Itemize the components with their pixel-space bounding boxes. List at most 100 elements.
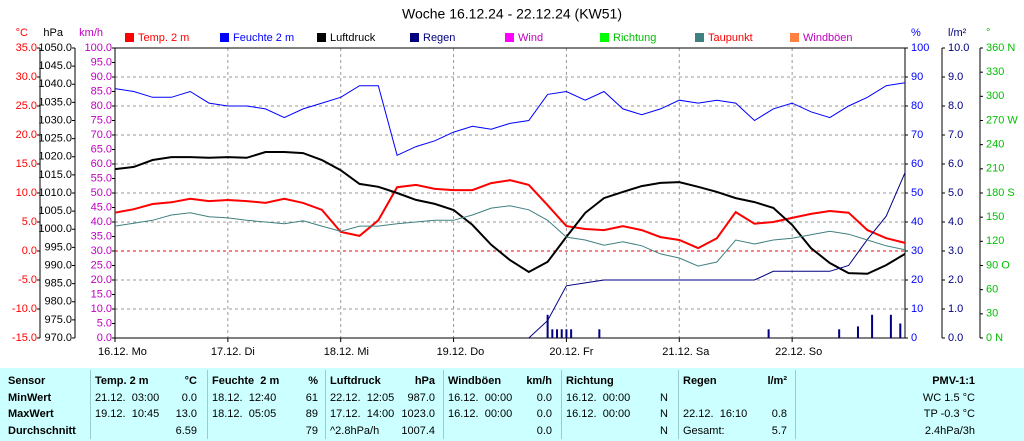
y-tick-label: 35.0 bbox=[91, 230, 112, 242]
y-tick-label: 300 bbox=[986, 90, 1004, 102]
table-cell: 61 bbox=[305, 391, 318, 404]
column-separator bbox=[325, 370, 326, 439]
axis-unit: km/h bbox=[79, 27, 103, 39]
table-cell: °C bbox=[184, 375, 197, 387]
table-cell: MinWert bbox=[8, 391, 52, 404]
y-tick-label: 360 N bbox=[986, 42, 1015, 54]
table-cell: Regen bbox=[683, 375, 717, 387]
y-tick-label: 70 bbox=[911, 129, 923, 141]
rain-bar bbox=[838, 329, 841, 338]
rain-bar bbox=[889, 314, 892, 338]
legend-label: Regen bbox=[423, 32, 455, 44]
y-tick-label: 75.0 bbox=[91, 114, 112, 126]
y-tick-label: 995.0 bbox=[44, 241, 72, 253]
axis-unit: % bbox=[911, 27, 921, 39]
rain-bar bbox=[551, 329, 554, 338]
x-tick-label: 19.12. Do bbox=[437, 346, 485, 358]
legend-swatch bbox=[220, 33, 229, 42]
table-cell: TP -0.3 °C bbox=[923, 408, 975, 420]
axis-unit: ° bbox=[986, 27, 990, 39]
table-cell: 79 bbox=[305, 424, 318, 437]
rain-bar bbox=[899, 323, 902, 338]
x-tick-label: 21.12. Sa bbox=[662, 346, 710, 358]
legend-swatch bbox=[695, 33, 704, 42]
y-tick-label: 5.0 bbox=[22, 216, 37, 228]
table-cell: MaxWert bbox=[8, 408, 54, 420]
table-cell: 1023.0 bbox=[401, 408, 435, 420]
y-tick-label: -5.0 bbox=[18, 274, 37, 286]
table-cell: 17.12. 14:00 bbox=[330, 408, 395, 420]
table-cell: 0.0 bbox=[181, 391, 197, 404]
y-tick-label: 55.0 bbox=[91, 172, 112, 184]
y-tick-label: 240 bbox=[986, 139, 1004, 151]
rain-bar bbox=[570, 329, 573, 338]
y-tick-label: 60 bbox=[986, 284, 998, 296]
table-cell: 987.0 bbox=[407, 391, 435, 404]
axis-unit: l/m² bbox=[948, 27, 967, 39]
x-tick-label: 22.12. So bbox=[775, 346, 822, 358]
table-cell: 13.0 bbox=[175, 408, 197, 420]
x-tick-label: 20.12. Fr bbox=[549, 346, 593, 358]
legend-label: Temp. 2 m bbox=[138, 32, 189, 44]
y-tick-label: 150 bbox=[986, 211, 1004, 223]
y-tick-label: 65.0 bbox=[91, 143, 112, 155]
y-tick-label: 70.0 bbox=[91, 129, 112, 141]
y-tick-label: 1050.0 bbox=[38, 42, 72, 54]
y-tick-label: 80 bbox=[911, 100, 923, 112]
y-tick-label: 85.0 bbox=[91, 85, 112, 97]
y-tick-label: 20 bbox=[911, 274, 923, 286]
column-separator bbox=[795, 370, 796, 439]
y-tick-label: 10 bbox=[911, 303, 923, 315]
y-tick-label: 120 bbox=[986, 235, 1004, 247]
table-cell: Feuchte 2 m bbox=[212, 375, 280, 387]
y-tick-label: 50 bbox=[911, 187, 923, 199]
table-cell: 21.12. 03:00 bbox=[95, 391, 160, 404]
table-cell: 5.7 bbox=[771, 424, 787, 437]
legend-label: Luftdruck bbox=[330, 32, 376, 44]
table-cell: Luftdruck bbox=[330, 375, 381, 387]
y-tick-label: 0.0 bbox=[22, 245, 37, 257]
chart-background bbox=[0, 0, 1024, 368]
y-tick-label: 985.0 bbox=[44, 278, 72, 290]
y-tick-label: 60.0 bbox=[91, 158, 112, 170]
table-cell: N bbox=[660, 391, 668, 404]
column-separator bbox=[561, 370, 562, 439]
y-tick-label: 25.0 bbox=[91, 259, 112, 271]
table-cell: 0.0 bbox=[536, 391, 552, 404]
table-cell: 18.12. 12:40 bbox=[212, 391, 277, 404]
y-tick-label: 30 bbox=[911, 245, 923, 257]
y-tick-label: 30.0 bbox=[16, 71, 37, 83]
y-tick-label: 40 bbox=[911, 216, 923, 228]
rain-bar bbox=[565, 329, 568, 338]
y-tick-label: 8.0 bbox=[948, 100, 963, 112]
y-tick-label: 1000.0 bbox=[38, 223, 72, 235]
table-cell: 16.12. 00:00 bbox=[566, 391, 631, 404]
x-tick-label: 18.12. Mi bbox=[324, 346, 369, 358]
y-tick-label: 980.0 bbox=[44, 296, 72, 308]
table-cell: N bbox=[660, 408, 668, 420]
legend-label: Wind bbox=[518, 32, 543, 44]
y-tick-label: 210 bbox=[986, 163, 1004, 175]
y-tick-label: 970.0 bbox=[44, 332, 72, 344]
table-cell: Windböen bbox=[448, 375, 502, 387]
y-tick-label: 180 S bbox=[986, 187, 1015, 199]
y-tick-label: 50.0 bbox=[91, 187, 112, 199]
y-tick-label: 40.0 bbox=[91, 216, 112, 228]
y-tick-label: 0.0 bbox=[97, 332, 112, 344]
rain-bar bbox=[546, 314, 549, 338]
y-tick-label: 30.0 bbox=[91, 245, 112, 257]
y-tick-label: 2.0 bbox=[948, 274, 963, 286]
table-cell: hPa bbox=[414, 375, 435, 387]
x-tick-label: 16.12. Mo bbox=[98, 346, 147, 358]
table-cell: 89 bbox=[305, 408, 318, 420]
y-tick-label: 100 bbox=[911, 42, 929, 54]
plot-frame bbox=[114, 47, 906, 339]
axis-unit: hPa bbox=[43, 27, 63, 39]
y-tick-label: 100.0 bbox=[84, 42, 112, 54]
y-tick-label: 4.0 bbox=[948, 216, 963, 228]
y-tick-label: 10.0 bbox=[948, 42, 969, 54]
y-tick-label: 270 W bbox=[986, 114, 1018, 126]
table-cell: 6.59 bbox=[175, 424, 197, 437]
table-cell: 0.8 bbox=[771, 408, 787, 420]
